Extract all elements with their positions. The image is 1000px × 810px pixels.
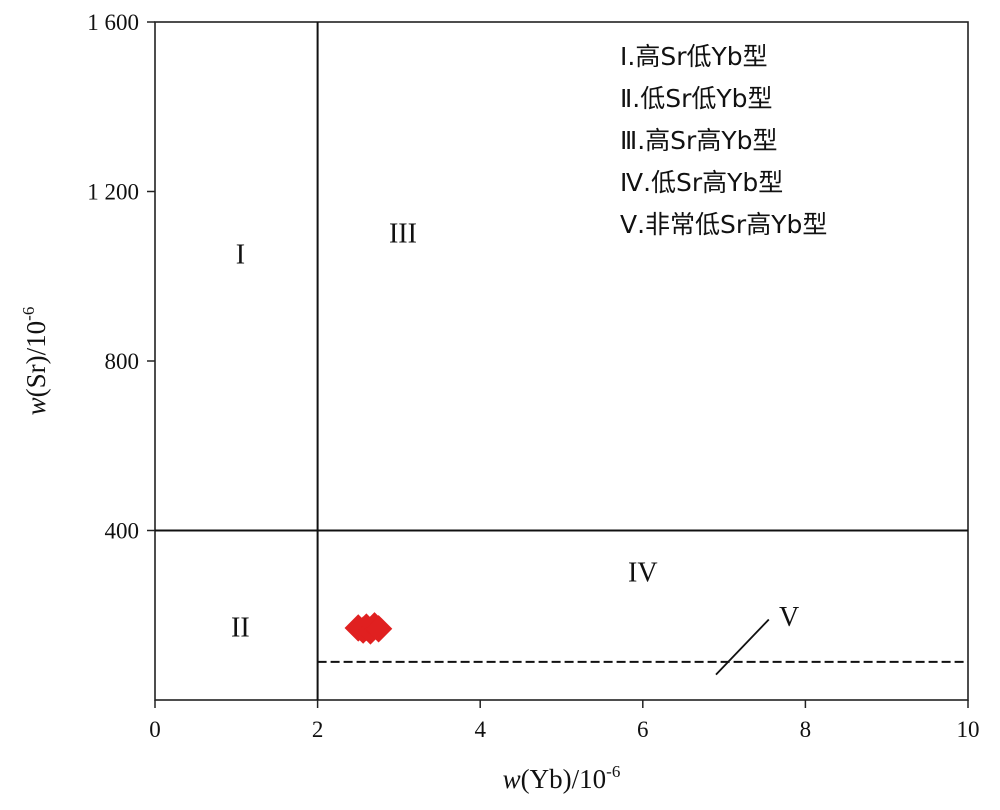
x-tick-label: 10 [957, 717, 980, 742]
legend-entry: Ⅰ.高Sr低Yb型 [620, 42, 768, 71]
legend-entry: Ⅴ.非常低Sr高Yb型 [620, 210, 827, 239]
y-tick-label: 800 [105, 349, 140, 374]
legend-entry: Ⅳ.低Sr高Yb型 [620, 168, 783, 197]
field-boundaries [155, 22, 968, 700]
y-tick-label: 1 200 [87, 180, 139, 205]
region-label-i: I [236, 240, 245, 271]
legend-entry: Ⅱ.低Sr低Yb型 [620, 84, 773, 113]
data-points [344, 612, 393, 645]
x-tick-label: 2 [312, 717, 324, 742]
plot-border [154, 21, 969, 701]
region-label-ii: II [231, 612, 250, 643]
x-tick-label: 8 [800, 717, 812, 742]
legend: Ⅰ.高Sr低Yb型 Ⅱ.低Sr低Yb型 Ⅲ.高Sr高Yb型 Ⅳ.低Sr高Yb型 Ⅴ.非常… [620, 42, 827, 239]
leader-line-v [715, 618, 770, 676]
region-label-iv: IV [628, 557, 658, 588]
plot-frame [154, 21, 969, 701]
axis-ticks: 0 2 4 6 8 10 400 800 1 200 1 600 [87, 10, 979, 742]
x-tick-label: 4 [474, 717, 486, 742]
region-label-v: V [779, 602, 799, 633]
x-tick-label: 6 [637, 717, 649, 742]
data-point [364, 615, 393, 643]
y-tick-label: 400 [105, 519, 140, 544]
region-label-iii: III [389, 218, 417, 249]
y-axis-label: w(Sr)/10-6 [19, 307, 51, 416]
y-tick-label: 1 600 [87, 10, 139, 35]
legend-entry: Ⅲ.高Sr高Yb型 [620, 126, 777, 155]
x-axis-label: w(Yb)/10-6 [503, 762, 621, 794]
x-tick-label: 0 [149, 717, 161, 742]
